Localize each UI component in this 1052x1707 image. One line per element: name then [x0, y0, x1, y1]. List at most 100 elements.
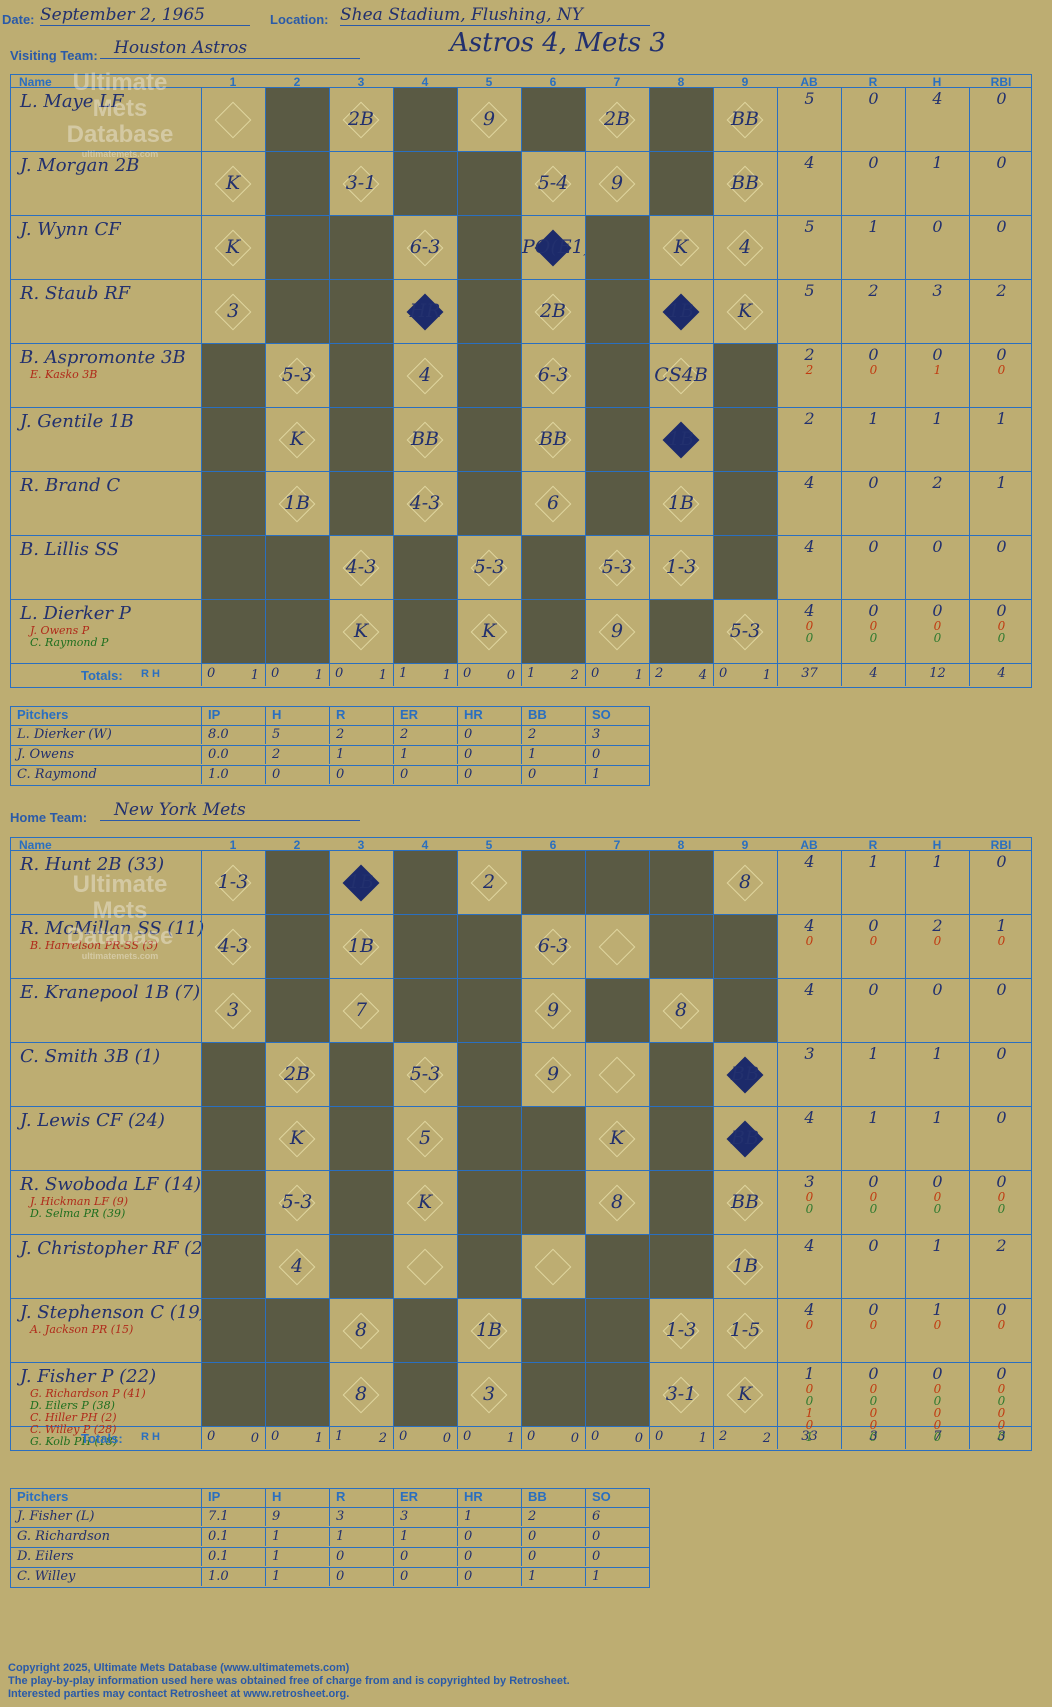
inning-cell	[457, 344, 521, 407]
player-name: L. Maye LF	[20, 91, 124, 112]
inning-column-header: 3	[357, 838, 365, 852]
inning-cell: BB	[713, 152, 777, 215]
stat-value: 1	[996, 409, 1007, 428]
play-result: K	[609, 1127, 625, 1149]
stat-total-cell: 33	[777, 1427, 841, 1449]
inning-column-header: 8	[677, 838, 685, 852]
pitching-header-cell: ER	[393, 707, 457, 725]
play-result: 6-3	[537, 364, 569, 386]
stat-cell: 1	[841, 851, 905, 914]
inning-column-header: 4	[421, 838, 429, 852]
play-result: 3-1	[345, 172, 377, 194]
stat-column-header: RBI	[990, 838, 1012, 852]
stat-value: 3	[804, 1044, 815, 1063]
inning-cell: 1B	[649, 472, 713, 535]
stat-value: 1	[932, 1044, 943, 1063]
inning-column-header: 7	[613, 75, 621, 89]
inning-cell	[585, 1043, 649, 1106]
pitching-header-cell: R	[329, 707, 393, 725]
pitcher-stat-cell: C. Willey	[17, 1569, 76, 1584]
pitcher-stat-cell: C. Raymond	[17, 767, 97, 782]
pitcher-stat-cell: 7.1	[201, 1508, 265, 1526]
inning-cell	[585, 1299, 649, 1362]
runs-hits-label: R H	[141, 668, 160, 680]
inning-cell: 1-3	[649, 536, 713, 599]
stat-value: 1	[868, 217, 879, 236]
inning-cell	[713, 979, 777, 1042]
inning-cell	[329, 1107, 393, 1170]
inning-cell: BB	[521, 408, 585, 471]
inning-cell	[265, 979, 329, 1042]
pitcher-stat-cell: 0	[393, 1548, 457, 1566]
pitcher-row: J. Owens 0.0 2 1 1 0 1 0	[10, 746, 650, 766]
inning-cell: K	[329, 600, 393, 663]
inning-hits: 2	[378, 1431, 387, 1446]
stat-cell: 5	[777, 216, 841, 279]
inning-cell: 5-3	[265, 1171, 329, 1234]
stat-cell: 4	[777, 152, 841, 215]
stat-total-cell: 3	[969, 1427, 1033, 1449]
stat-value: 0	[997, 1318, 1006, 1332]
stat-column-header: AB	[800, 838, 818, 852]
inning-cell	[521, 1299, 585, 1362]
inning-cell	[329, 1043, 393, 1106]
stat-value: 0	[933, 1190, 942, 1204]
stat-value: 3	[932, 281, 943, 300]
player-name: R. McMillan SS (11)	[20, 918, 205, 939]
player-name-cell: R. Swoboda LF (14) J. Hickman LF (9) D. Se…	[11, 1171, 201, 1234]
inning-cell	[713, 408, 777, 471]
stat-value: 2	[805, 363, 814, 377]
play-result: BB	[731, 1063, 759, 1085]
stat-value: 0	[996, 89, 1007, 108]
stat-cell: 3	[777, 1043, 841, 1106]
inning-cell	[649, 915, 713, 978]
player-row: J. Christopher RF (23) 4 1B 4 0 1 2	[10, 1235, 1032, 1299]
inning-column-header: 1	[229, 838, 237, 852]
pitcher-stat-cell: 1	[265, 1568, 329, 1586]
watermark-line: Mets	[92, 95, 148, 122]
totals-label: Totals:	[81, 1431, 123, 1446]
stat-value: 1	[868, 1108, 879, 1127]
play-result: 1B	[731, 1255, 759, 1277]
inning-cell	[201, 1363, 265, 1426]
pitcher-stat-cell: 3	[393, 1508, 457, 1526]
stat-value: 0	[805, 1190, 814, 1204]
stat-value: 0	[996, 217, 1007, 236]
inning-cell	[713, 536, 777, 599]
basepath-diamond	[598, 1056, 636, 1094]
inning-cell	[457, 1043, 521, 1106]
pitcher-row: L. Dierker (W) 8.0 5 2 2 0 2 3	[10, 726, 650, 746]
stat-value: 1	[868, 852, 879, 871]
pitcher-stat-cell: 1.0	[201, 766, 265, 784]
stat-value: 3	[804, 1172, 815, 1191]
substitute-name: D. Eilers P (38)	[30, 1399, 115, 1412]
stat-value: 2	[932, 916, 943, 935]
footer-retrosheet: The play-by-play information used here w…	[8, 1675, 570, 1687]
stat-cell: 5	[777, 88, 841, 151]
stat-value: 0	[932, 601, 943, 620]
play-result: 3-1	[665, 1383, 697, 1405]
pitcher-stat-cell: 0	[585, 1528, 649, 1546]
pitcher-stat-cell: 1	[329, 746, 393, 764]
player-name-cell: R. Staub RF	[11, 280, 201, 343]
stat-value: 1	[932, 1300, 943, 1319]
stat-total-cell: 3	[841, 1427, 905, 1449]
pitcher-stat-cell: 0	[457, 1528, 521, 1546]
stat-value: 0	[996, 980, 1007, 999]
inning-cell: 5-3	[265, 344, 329, 407]
pitcher-stat-cell: 5	[265, 726, 329, 744]
watermark-line: Database	[66, 923, 174, 950]
play-result: BB	[731, 108, 759, 130]
inning-cell: 4-3	[329, 536, 393, 599]
pitcher-stat-cell: 1	[329, 1528, 393, 1546]
pitcher-stat-cell: 2	[329, 726, 393, 744]
inning-cell	[649, 152, 713, 215]
